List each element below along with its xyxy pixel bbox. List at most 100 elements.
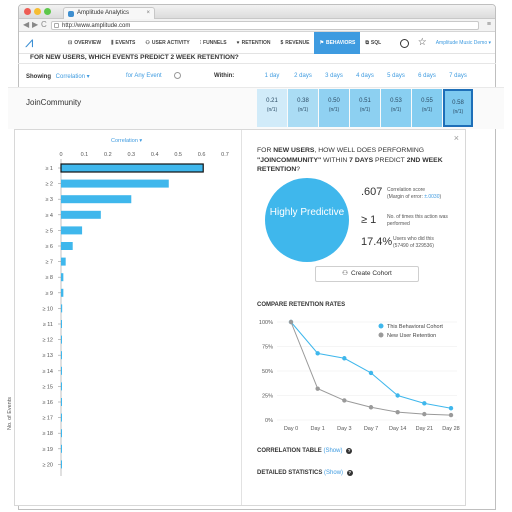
- close-icon[interactable]: ×: [453, 133, 459, 143]
- cell-count: (n/1): [359, 107, 371, 113]
- series-2-point[interactable]: [342, 398, 347, 403]
- y-tick-label: 50%: [262, 369, 273, 375]
- correlation-dropdown[interactable]: Correlation ▾: [111, 138, 143, 144]
- bar-13[interactable]: [61, 351, 62, 360]
- category-label: ≥ 5: [45, 228, 53, 234]
- retention-cell-7[interactable]: 0.58 (n/1): [443, 89, 473, 127]
- nav-item-funnels[interactable]: ⫶ FUNNELS: [195, 32, 232, 54]
- forward-arrow-icon[interactable]: ▶: [32, 20, 39, 29]
- correlation-score: .607: [361, 186, 383, 198]
- create-cohort-button[interactable]: ⚇ Create Cohort: [315, 266, 419, 282]
- series-2-point[interactable]: [288, 319, 294, 325]
- nav-item-retention[interactable]: ♥ RETENTION: [232, 32, 276, 54]
- org-switcher[interactable]: Amplitude Music Demo ▾: [435, 40, 491, 46]
- help-icon[interactable]: ?: [346, 470, 353, 476]
- x-tick-label: 0.5: [174, 152, 182, 158]
- x-tick-label: 0.6: [198, 152, 206, 158]
- nav-item-icon: ♥: [236, 40, 240, 46]
- series-2-point[interactable]: [448, 412, 454, 418]
- cell-value: 0.50: [328, 98, 340, 104]
- close-window-button[interactable]: [24, 8, 31, 15]
- day-option-5[interactable]: 5 days: [387, 73, 405, 79]
- bar-3[interactable]: [61, 195, 132, 204]
- title-bar: Amplitude Analytics ×: [19, 5, 495, 19]
- retention-cell-4[interactable]: 0.51 (n/1): [350, 89, 380, 127]
- tab-close-icon[interactable]: ×: [146, 10, 150, 16]
- amplitude-logo-icon[interactable]: ⩘: [25, 34, 34, 51]
- bar-18[interactable]: [61, 429, 62, 438]
- bar-2[interactable]: [61, 179, 169, 188]
- menu-icon[interactable]: ≡: [486, 21, 491, 28]
- bar-10[interactable]: [61, 304, 63, 313]
- nav-item-sql[interactable]: ⧉ SQL: [360, 32, 386, 54]
- category-label: ≥ 12: [42, 338, 53, 344]
- day-option-3[interactable]: 3 days: [325, 73, 343, 79]
- retention-cell-3[interactable]: 0.50 (n/1): [319, 89, 349, 127]
- bar-11[interactable]: [61, 320, 62, 328]
- browser-tab[interactable]: Amplitude Analytics ×: [63, 7, 155, 19]
- series-1-point[interactable]: [315, 351, 320, 356]
- day-option-6[interactable]: 6 days: [418, 73, 436, 79]
- series-2-point[interactable]: [315, 386, 320, 391]
- series-2-point[interactable]: [368, 405, 374, 410]
- bar-1[interactable]: [60, 163, 204, 173]
- clock-icon[interactable]: [399, 38, 409, 48]
- day-option-2[interactable]: 2 days: [294, 73, 312, 79]
- users-counts: (57490 of 329536): [393, 242, 434, 249]
- series-1-point[interactable]: [342, 356, 347, 361]
- showing-dropdown[interactable]: Correlation ▾: [55, 74, 90, 80]
- day-option-1[interactable]: 1 day: [264, 73, 280, 79]
- retention-cell-1[interactable]: 0.21 (n/1): [257, 89, 287, 127]
- bar-9[interactable]: [61, 288, 64, 297]
- back-arrow-icon[interactable]: ◀: [23, 20, 30, 29]
- search-icon[interactable]: [174, 72, 181, 79]
- retention-cell-6[interactable]: 0.55 (n/1): [412, 89, 442, 127]
- category-label: ≥ 4: [45, 213, 53, 219]
- bar-20[interactable]: [61, 460, 62, 469]
- margin-label: (Margin of error:: [387, 193, 423, 200]
- day-option-4[interactable]: 4 days: [356, 73, 374, 79]
- detailed-statistics-show-link[interactable]: (Show): [324, 470, 344, 476]
- bar-7[interactable]: [61, 257, 66, 266]
- nav-item-label: SQL: [370, 40, 382, 46]
- retention-cell-5[interactable]: 0.53 (n/1): [381, 89, 411, 127]
- nav-item-user-activity[interactable]: ⚇ USER ACTIVITY: [140, 32, 194, 54]
- nav-item-overview[interactable]: ⊡ OVERVIEW: [63, 32, 106, 54]
- series-1-point[interactable]: [395, 393, 400, 398]
- bar-5[interactable]: [61, 226, 83, 235]
- category-label: ≥ 3: [45, 197, 53, 203]
- series-1-point[interactable]: [368, 370, 374, 376]
- url-input[interactable]: http://www.amplitude.com: [51, 21, 479, 30]
- panel-divider: [241, 130, 242, 505]
- category-label: ≥ 8: [45, 275, 53, 281]
- help-icon[interactable]: ?: [346, 448, 353, 454]
- bar-14[interactable]: [61, 366, 62, 375]
- correlation-table-show-link[interactable]: (Show): [323, 448, 343, 454]
- minimize-window-button[interactable]: [34, 8, 41, 15]
- maximize-window-button[interactable]: [44, 8, 51, 15]
- event-filter-link[interactable]: for Any Event: [126, 73, 162, 79]
- bar-19[interactable]: [61, 444, 62, 453]
- star-icon[interactable]: ☆: [417, 37, 427, 48]
- bar-6[interactable]: [61, 242, 73, 250]
- title-segment-retention: 2ND WEEK RETENTION: [257, 156, 443, 174]
- bar-4[interactable]: [61, 210, 101, 219]
- day-option-7[interactable]: 7 days: [449, 73, 467, 79]
- series-2-point[interactable]: [395, 409, 400, 415]
- nav-item-revenue[interactable]: $ REVENUE: [276, 32, 315, 54]
- series-2-point[interactable]: [422, 411, 427, 417]
- bar-8[interactable]: [61, 273, 64, 282]
- showing-label: Showing: [26, 74, 51, 80]
- nav-item-events[interactable]: ⫼ EVENTS: [106, 32, 140, 54]
- y-axis-label: No. of Events: [7, 396, 13, 430]
- retention-cell-2[interactable]: 0.38 (n/1): [288, 89, 318, 127]
- nav-item-behaviors[interactable]: ⚑ BEHAVIORS: [314, 32, 361, 54]
- series-1-point[interactable]: [448, 406, 454, 411]
- bar-17[interactable]: [61, 413, 62, 422]
- reload-icon[interactable]: C: [41, 20, 47, 29]
- series-1-point[interactable]: [422, 401, 427, 406]
- legend-label: New User Retention: [387, 333, 436, 339]
- bar-15[interactable]: [61, 382, 62, 391]
- bar-16[interactable]: [61, 398, 62, 406]
- bar-12[interactable]: [61, 335, 62, 344]
